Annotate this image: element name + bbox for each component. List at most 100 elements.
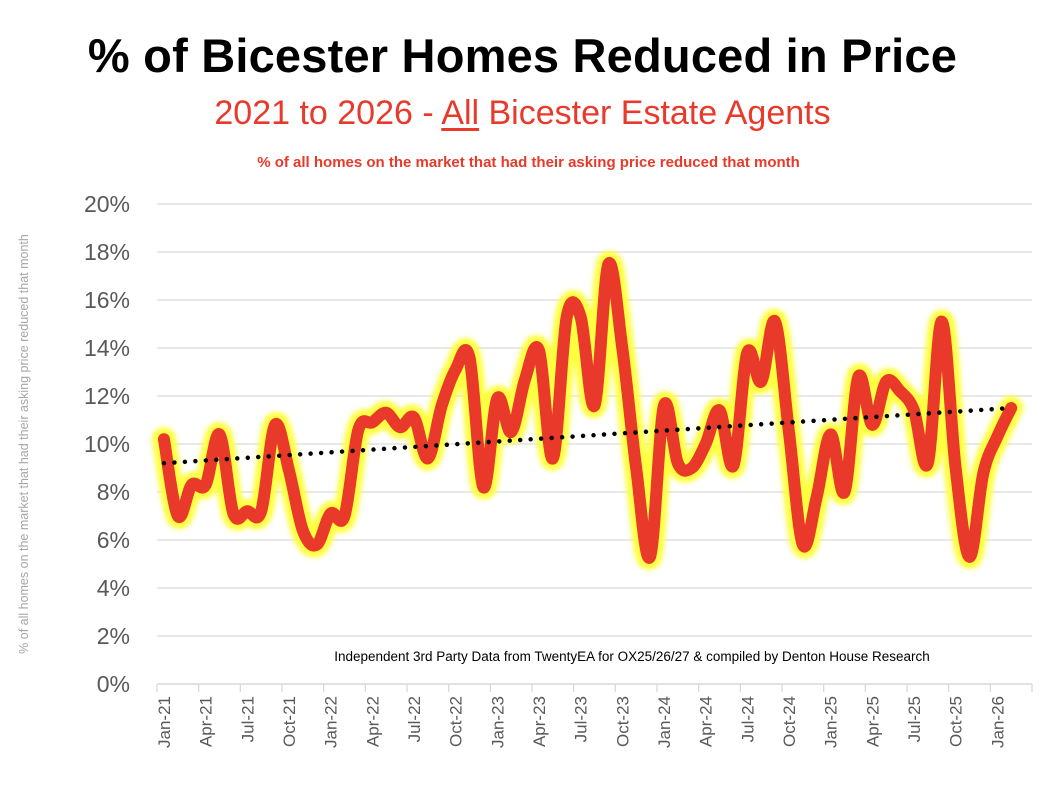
data-point xyxy=(580,316,582,318)
y-tick-label: 10% xyxy=(84,431,130,457)
data-point xyxy=(205,484,207,486)
y-tick-label: 0% xyxy=(97,671,130,697)
data-point xyxy=(455,369,457,371)
data-point xyxy=(955,467,957,469)
data-point xyxy=(288,469,290,471)
data-point xyxy=(385,412,387,414)
data-point xyxy=(260,510,262,512)
data-point xyxy=(816,496,818,498)
source-annotation: Independent 3rd Party Data from TwentyEA… xyxy=(334,649,930,664)
data-point xyxy=(913,409,915,411)
data-point xyxy=(482,486,484,488)
subtitle-underlined: All xyxy=(441,94,480,132)
data-point xyxy=(774,321,776,323)
x-tick-label: Apr-23 xyxy=(530,696,549,747)
x-tick-label: Apr-25 xyxy=(863,696,882,747)
data-point xyxy=(371,421,373,423)
x-tick-label: Jan-26 xyxy=(988,696,1007,748)
x-tick-label: Jul-25 xyxy=(905,696,924,742)
data-point xyxy=(941,321,943,323)
data-point xyxy=(691,467,693,469)
data-point xyxy=(788,431,790,433)
y-tick-label: 12% xyxy=(84,383,130,409)
y-axis-title: % of all homes on the market that had th… xyxy=(17,234,31,654)
data-point xyxy=(969,556,970,558)
subtitle-post: Bicester Estate Agents xyxy=(479,94,831,132)
data-point xyxy=(760,381,762,383)
chart-title: % of Bicester Homes Reduced in Price xyxy=(87,29,958,82)
x-tick-label: Jul-23 xyxy=(572,696,591,742)
x-tick-label: Jul-24 xyxy=(738,696,757,742)
data-point xyxy=(441,405,443,407)
data-point xyxy=(191,484,193,486)
data-point xyxy=(663,405,665,407)
data-point xyxy=(705,443,707,445)
data-point xyxy=(163,438,165,440)
data-point xyxy=(510,431,512,433)
data-point xyxy=(899,390,901,392)
data-point xyxy=(649,556,651,558)
data-point xyxy=(246,510,248,512)
data-point xyxy=(594,405,595,407)
data-point xyxy=(496,397,498,399)
data-point xyxy=(524,378,526,380)
y-tick-label: 6% xyxy=(97,527,130,553)
data-point xyxy=(177,515,179,517)
data-point xyxy=(357,429,359,431)
x-tick-label: Jan-22 xyxy=(322,696,341,748)
data-point xyxy=(635,467,637,469)
data-point xyxy=(746,352,748,354)
data-point xyxy=(538,349,540,351)
y-tick-label: 4% xyxy=(97,575,130,601)
data-point xyxy=(607,263,609,265)
data-point xyxy=(621,347,623,349)
x-tick-label: Oct-25 xyxy=(947,696,966,747)
x-tick-label: Jul-21 xyxy=(238,696,257,742)
data-point xyxy=(830,433,832,435)
data-point xyxy=(413,417,415,419)
data-point xyxy=(469,357,470,359)
data-point xyxy=(274,424,276,426)
data-point xyxy=(566,316,568,318)
data-point xyxy=(857,376,859,378)
x-tick-label: Apr-21 xyxy=(197,696,216,747)
data-point xyxy=(330,513,332,515)
x-tick-label: Jan-21 xyxy=(155,696,174,748)
data-point xyxy=(732,465,734,467)
data-point xyxy=(844,491,845,493)
x-tick-label: Oct-21 xyxy=(280,696,299,747)
x-tick-label: Oct-24 xyxy=(780,696,799,747)
x-tick-label: Jan-25 xyxy=(822,696,841,748)
x-tick-label: Apr-24 xyxy=(697,696,716,747)
data-point xyxy=(802,544,804,546)
y-tick-label: 20% xyxy=(84,191,130,217)
x-tick-label: Apr-22 xyxy=(363,696,382,747)
data-point xyxy=(1010,407,1012,409)
chart-subtitle: 2021 to 2026 - All Bicester Estate Agent… xyxy=(0,94,1045,133)
data-point xyxy=(871,424,873,426)
x-tick-label: Jul-22 xyxy=(405,696,424,742)
chart-description: % of all homes on the market that had th… xyxy=(257,154,800,171)
x-tick-label: Jan-24 xyxy=(655,696,674,748)
y-tick-label: 18% xyxy=(84,239,130,265)
x-tick-label: Oct-22 xyxy=(447,696,466,747)
data-point xyxy=(719,409,720,411)
data-point xyxy=(927,462,929,464)
data-point xyxy=(302,529,304,531)
y-tick-label: 8% xyxy=(97,479,130,505)
data-point xyxy=(344,515,345,517)
x-tick-label: Jan-23 xyxy=(488,696,507,748)
data-point xyxy=(399,426,401,428)
data-point xyxy=(316,544,318,546)
data-point xyxy=(552,457,554,459)
data-point xyxy=(219,433,220,435)
data-point xyxy=(996,436,998,438)
data-point xyxy=(427,457,429,459)
y-tick-label: 16% xyxy=(84,287,130,313)
y-tick-label: 14% xyxy=(84,335,130,361)
subtitle-pre: 2021 to 2026 - xyxy=(214,94,442,132)
y-tick-label: 2% xyxy=(97,623,130,649)
x-tick-label: Oct-23 xyxy=(613,696,632,747)
data-point xyxy=(677,462,679,464)
